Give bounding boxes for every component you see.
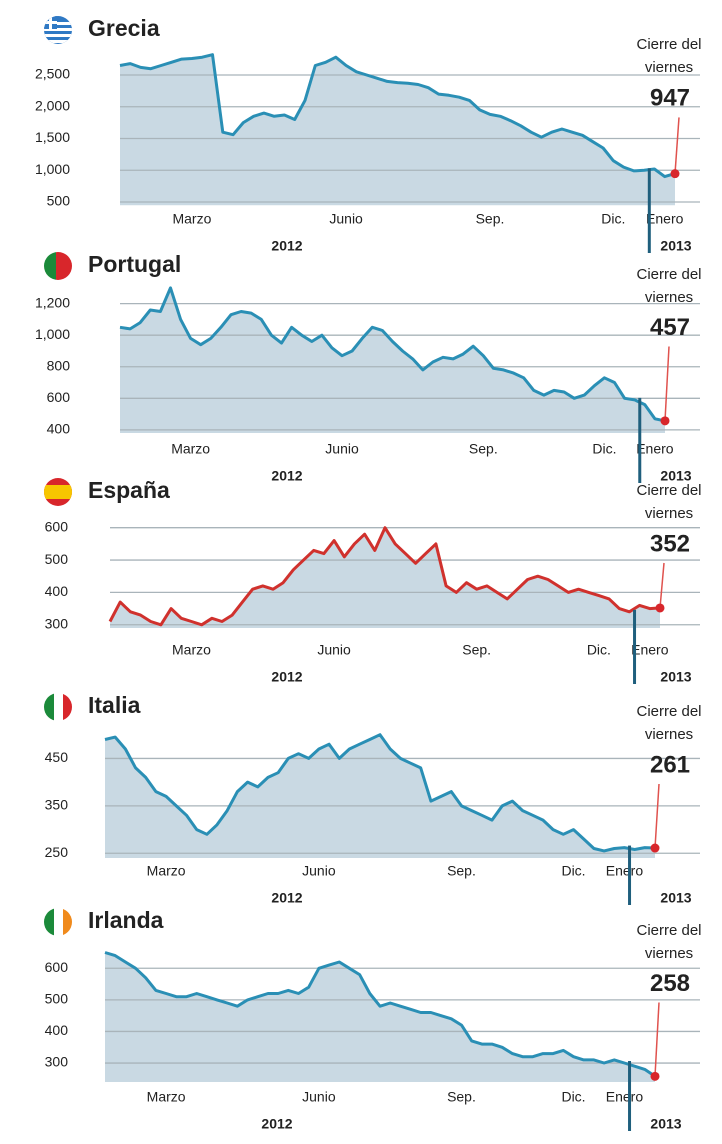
year-label: 2012 (271, 238, 302, 254)
area (110, 527, 660, 628)
area (105, 952, 655, 1082)
year-label: 2013 (650, 1116, 681, 1132)
x-tick-label: Enero (646, 211, 684, 227)
x-tick-label: Junio (302, 1089, 336, 1105)
year-label: 2012 (271, 669, 302, 685)
year-label: 2012 (271, 890, 302, 906)
year-label: 2012 (261, 1116, 292, 1132)
line (119, 53, 676, 179)
area (120, 287, 665, 433)
chart-title: Irlanda (88, 907, 164, 933)
value-label: 258 (650, 970, 690, 997)
y-tick-label: 450 (45, 749, 69, 765)
line (104, 733, 656, 853)
year-label: 2012 (271, 468, 302, 484)
year-label: 2013 (660, 669, 691, 685)
annotation: Cierre del viernes (636, 703, 702, 743)
leader-line (674, 117, 680, 174)
y-tick-label: 400 (47, 421, 71, 437)
chart-title: Grecia (88, 15, 160, 41)
x-tick-label: Dic. (587, 642, 611, 658)
y-tick-label: 2,500 (35, 66, 70, 82)
x-tick-label: Junio (329, 211, 363, 227)
last-point (660, 416, 670, 426)
leader-line (654, 1002, 660, 1077)
flag-greece (44, 16, 72, 44)
area (105, 734, 655, 858)
x-tick-label: Enero (606, 1089, 644, 1105)
value-label: 457 (650, 314, 690, 341)
value-label: 261 (650, 751, 690, 778)
line (119, 286, 666, 423)
year-label: 2013 (660, 890, 691, 906)
x-tick-label: Sep. (462, 642, 491, 658)
x-tick-label: Dic. (561, 863, 585, 879)
chart-title: Portugal (88, 251, 181, 277)
x-tick-label: Junio (302, 863, 336, 879)
annotation: Cierre del viernes (636, 482, 702, 522)
flag-spain (44, 478, 72, 506)
y-tick-label: 350 (45, 797, 69, 813)
x-tick-label: Sep. (469, 441, 498, 457)
chart-title: Italia (88, 692, 141, 718)
x-tick-label: Junio (317, 642, 351, 658)
x-tick-label: Marzo (147, 863, 186, 879)
year-label: 2013 (660, 238, 691, 254)
x-tick-label: Enero (631, 642, 669, 658)
y-tick-label: 250 (45, 844, 69, 860)
area (120, 54, 675, 206)
x-tick-label: Marzo (172, 211, 211, 227)
flag-italy (44, 693, 72, 721)
y-tick-label: 500 (47, 193, 71, 209)
x-tick-label: Sep. (476, 211, 505, 227)
y-tick-label: 600 (45, 518, 69, 534)
last-point (650, 1071, 660, 1081)
x-tick-label: Dic. (601, 211, 625, 227)
last-point (670, 169, 680, 179)
y-tick-label: 300 (45, 615, 69, 631)
x-tick-label: Junio (325, 441, 359, 457)
annotation: Cierre del viernes (636, 265, 702, 306)
y-tick-label: 1,200 (35, 294, 70, 310)
y-tick-label: 2,000 (35, 97, 70, 113)
x-tick-label: Enero (636, 441, 674, 457)
x-tick-label: Marzo (172, 642, 211, 658)
y-tick-label: 400 (45, 1022, 69, 1038)
chart-title: España (88, 477, 170, 503)
y-tick-label: 500 (45, 991, 69, 1007)
y-tick-label: 600 (47, 389, 71, 405)
last-point (655, 603, 665, 613)
leader-line (659, 562, 665, 609)
y-tick-label: 1,000 (35, 161, 70, 177)
x-tick-label: Sep. (447, 1089, 476, 1105)
flag-portugal (44, 252, 72, 280)
year-label: 2013 (660, 468, 691, 484)
flag-ireland (44, 908, 72, 936)
x-tick-label: Enero (606, 863, 644, 879)
y-tick-label: 400 (45, 583, 69, 599)
x-tick-label: Marzo (147, 1089, 186, 1105)
x-tick-label: Marzo (171, 441, 210, 457)
x-tick-label: Dic. (592, 441, 616, 457)
value-label: 352 (650, 530, 690, 557)
y-tick-label: 300 (45, 1054, 69, 1070)
line (108, 526, 661, 627)
y-tick-label: 600 (45, 959, 69, 975)
x-tick-label: Sep. (447, 863, 476, 879)
x-tick-label: Dic. (561, 1089, 585, 1105)
annotation: Cierre del viernes (636, 36, 702, 77)
y-tick-label: 1,000 (35, 326, 70, 342)
leader-line (654, 783, 660, 849)
annotation: Cierre del viernes (636, 921, 702, 962)
y-tick-label: 1,500 (35, 129, 70, 145)
y-tick-label: 500 (45, 551, 69, 567)
leader-line (664, 346, 670, 421)
value-label: 947 (650, 85, 690, 112)
y-tick-label: 800 (47, 357, 71, 373)
last-point (650, 843, 660, 853)
line (104, 951, 656, 1078)
